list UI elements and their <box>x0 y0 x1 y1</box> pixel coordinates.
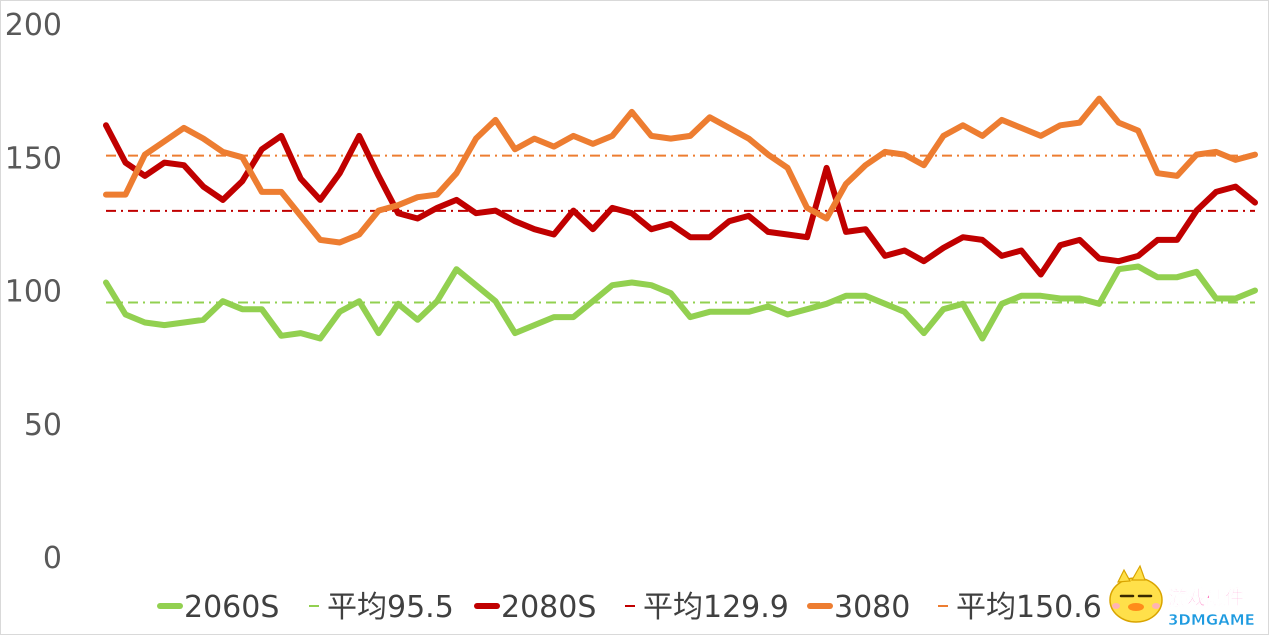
y-tick-label: 0 <box>43 541 62 576</box>
legend-label: 3080 <box>834 590 910 625</box>
yellow-chick-mascot-icon <box>1109 564 1163 623</box>
watermark: 游戏硬件 3DMGAME <box>1109 564 1255 629</box>
y-tick-label: 50 <box>24 408 62 443</box>
legend-label: 2080S <box>501 590 596 625</box>
series-line-2060S <box>103 263 1258 342</box>
watermark-brand-cn: 游戏硬件 <box>1168 586 1244 609</box>
legend-label: 平均95.5 <box>327 590 454 625</box>
series-lines <box>103 95 1258 342</box>
legend-label: 2060S <box>184 590 279 625</box>
y-tick-label: 100 <box>5 275 62 310</box>
y-tick-label: 200 <box>5 8 62 43</box>
legend-label: 平均129.9 <box>643 590 789 625</box>
legend-label: 平均150.6 <box>956 590 1102 625</box>
watermark-brand-en: 3DMGAME <box>1168 611 1255 629</box>
series-line-3080 <box>103 95 1258 246</box>
legend: 2060S 平均95.5 2080S 平均129.9 3080 平均150.6 <box>157 590 1102 625</box>
series-line-2080S <box>103 122 1258 278</box>
y-axis-ticks: 0 50 100 150 200 <box>5 8 62 576</box>
y-tick-label: 150 <box>5 141 62 176</box>
